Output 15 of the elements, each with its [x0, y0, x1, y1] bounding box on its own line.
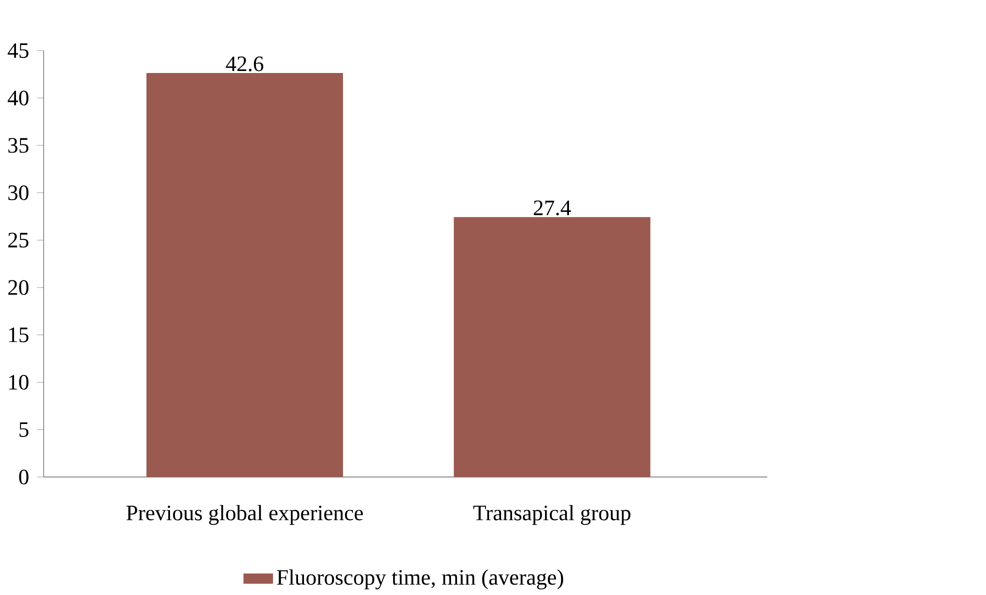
y-tick-label: 15 — [9, 327, 28, 342]
x-tick-label: Previous global experience — [126, 504, 363, 525]
legend-label: Fluoroscopy time, min (average) — [276, 569, 564, 590]
data-label: 42.6 — [226, 56, 264, 72]
y-tick-label: 35 — [8, 138, 28, 153]
y-tick-label: 10 — [9, 374, 28, 390]
y-tick-label: 20 — [8, 280, 28, 295]
y-tick-label: 5 — [20, 422, 28, 437]
data-label: 27.4 — [534, 200, 571, 216]
y-tick-label: 40 — [8, 90, 28, 106]
y-tick-label: 45 — [8, 43, 28, 58]
x-tick-label: Transapical group — [473, 504, 630, 525]
y-tick-label: 30 — [8, 185, 28, 200]
y-tick-label: 0 — [19, 470, 28, 484]
y-tick-label: 25 — [8, 232, 28, 248]
